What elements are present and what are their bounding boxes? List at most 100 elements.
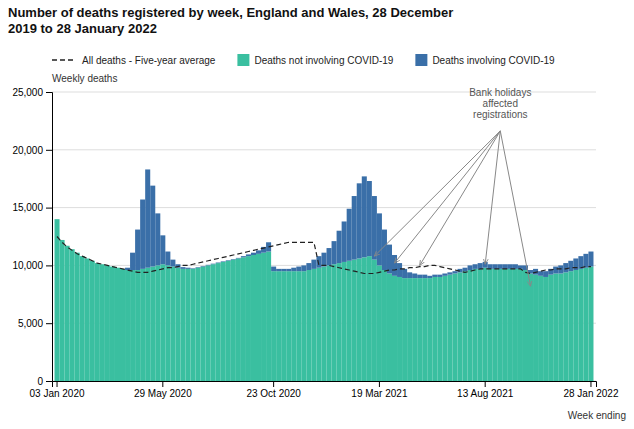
bar: [528, 273, 533, 381]
y-axis: 05,00010,00015,00020,00025,000: [12, 87, 52, 387]
bar: [170, 267, 175, 381]
bar: [533, 275, 538, 381]
bar: [165, 265, 170, 381]
tick-mark: [46, 150, 52, 151]
bar: [256, 250, 261, 253]
bar: [321, 267, 326, 381]
bar: [412, 273, 417, 278]
bar: [301, 265, 306, 271]
bar: [231, 260, 236, 381]
bar: [216, 263, 221, 381]
bar: [271, 271, 276, 381]
bar: [543, 271, 548, 277]
bar: [226, 261, 231, 381]
title-line: Number of deaths registered by week, Eng…: [8, 5, 453, 20]
bar: [508, 269, 513, 381]
bar: [513, 269, 518, 381]
bar: [316, 268, 321, 381]
x-axis-label: Week ending: [568, 410, 626, 421]
tick-label: 23 Oct 2020: [246, 388, 301, 399]
tick-mark: [273, 381, 274, 387]
bar: [221, 261, 226, 263]
bar: [221, 262, 226, 381]
bar: [382, 270, 387, 381]
bar: [120, 269, 125, 381]
bar: [347, 261, 352, 381]
bar: [417, 275, 422, 278]
bar: [543, 277, 548, 381]
y-tick: 25,000: [12, 87, 52, 98]
tick-label: 19 Mar 2021: [351, 388, 408, 399]
bar: [145, 169, 150, 267]
bar: [387, 245, 392, 274]
bar: [488, 264, 493, 269]
x-axis: 03 Jan 2020 29 May 2020 23 Oct 2020 19 Mar …: [30, 381, 619, 399]
title-line: 2019 to 28 January 2022: [8, 21, 157, 36]
bar: [563, 263, 568, 272]
bar: [316, 256, 321, 268]
bar: [191, 268, 196, 270]
y-tick: 10,000: [12, 260, 52, 271]
grid-line: [52, 149, 596, 150]
bar: [397, 277, 402, 381]
annotation-arrow: [395, 131, 501, 263]
bar: [442, 273, 447, 275]
bar: [337, 231, 342, 263]
bar: [85, 258, 90, 381]
tick-label: 13 Aug 2021: [457, 388, 514, 399]
bar: [377, 213, 382, 265]
bar: [251, 255, 256, 381]
bar: [427, 276, 432, 278]
bar: [417, 278, 422, 381]
bar-series: [125, 169, 593, 278]
bar: [352, 260, 357, 381]
bar: [468, 265, 473, 270]
marks: [55, 169, 594, 381]
bar: [568, 261, 573, 271]
x-tick: 19 Mar 2021: [351, 381, 408, 399]
bar: [447, 272, 452, 274]
tick-label: 03 Jan 2020: [30, 388, 85, 399]
bar: [246, 256, 251, 381]
annotation-line: Bank holidays: [469, 87, 531, 98]
annotation-arrow: [420, 131, 501, 266]
y-tick: 5,000: [18, 318, 52, 329]
bar: [553, 267, 558, 274]
y-tick: 20,000: [12, 145, 52, 156]
bar: [342, 221, 347, 261]
bar: [422, 275, 427, 278]
bar: [337, 263, 342, 381]
bar: [352, 196, 357, 260]
tick-mark: [46, 208, 52, 209]
y-axis-label: Weekly deaths: [52, 73, 117, 84]
bar: [377, 265, 382, 381]
bar: [493, 264, 498, 269]
bar: [367, 181, 372, 256]
annotation-line: affected: [483, 98, 518, 109]
bar: [130, 270, 135, 381]
bar: [488, 269, 493, 381]
bar: [478, 269, 483, 381]
bar: [251, 253, 256, 255]
bar: [327, 265, 332, 381]
bar: [286, 269, 291, 271]
bar: [100, 264, 105, 381]
bar: [306, 270, 311, 381]
bar: [266, 252, 271, 381]
bar: [236, 258, 241, 381]
bar: [256, 254, 261, 381]
bar: [291, 271, 296, 381]
plot: 05,00010,00015,00020,00025,00003 Jan 202…: [12, 87, 619, 399]
bar: [407, 272, 412, 278]
legend-swatch: [237, 54, 249, 66]
x-tick: 29 May 2020: [134, 381, 192, 399]
x-tick: 03 Jan 2020: [30, 381, 85, 399]
bar: [130, 253, 135, 270]
bar: [236, 257, 241, 259]
legend-label: Deaths involving COVID-19: [432, 55, 555, 66]
bar: [588, 252, 593, 267]
tick-mark: [46, 92, 52, 93]
tick-label: 20,000: [12, 145, 43, 156]
bar: [402, 269, 407, 278]
bar: [80, 256, 85, 381]
